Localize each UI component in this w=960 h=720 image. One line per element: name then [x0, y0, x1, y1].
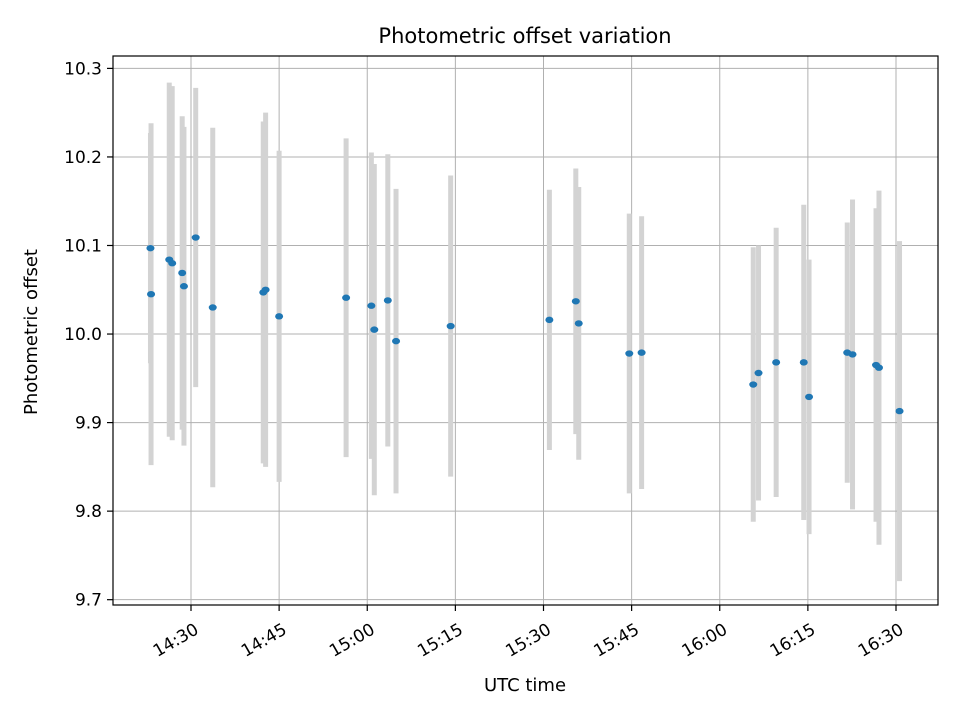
data-point	[146, 244, 155, 252]
y-tick-label: 10.2	[64, 148, 102, 168]
data-point	[392, 337, 401, 345]
data-point	[848, 351, 857, 358]
data-point	[191, 234, 200, 241]
data-point	[275, 313, 284, 320]
data-point	[208, 304, 217, 311]
data-point	[179, 283, 188, 290]
y-tick-label: 9.7	[75, 591, 102, 611]
data-point	[261, 286, 270, 293]
data-point	[749, 381, 758, 388]
data-point	[545, 316, 554, 324]
data-point	[805, 393, 814, 401]
data-points	[146, 234, 904, 415]
y-tick-label: 10.0	[64, 325, 102, 345]
data-point	[637, 349, 646, 356]
data-point	[370, 326, 379, 333]
data-point	[367, 302, 376, 309]
data-point	[895, 407, 904, 415]
data-point	[799, 359, 808, 366]
data-point	[383, 297, 392, 304]
data-point	[754, 369, 763, 377]
y-tick-label: 9.9	[75, 414, 102, 434]
data-point	[147, 290, 156, 298]
data-point	[168, 260, 177, 267]
y-axis-label: Photometric offset	[21, 249, 42, 415]
y-tick-label: 10.1	[64, 236, 102, 256]
data-point	[446, 322, 455, 330]
data-point	[874, 364, 883, 371]
y-tick-label: 10.3	[64, 59, 102, 79]
data-point	[574, 320, 583, 327]
chart-title: Photometric offset variation	[378, 24, 671, 48]
data-point	[178, 269, 187, 277]
y-tick-label: 9.8	[75, 502, 102, 522]
data-point	[571, 298, 580, 305]
data-point	[342, 294, 351, 301]
plot-frame	[112, 55, 939, 606]
data-point	[625, 350, 634, 357]
data-point	[772, 359, 781, 366]
x-axis-label: UTC time	[484, 675, 566, 696]
